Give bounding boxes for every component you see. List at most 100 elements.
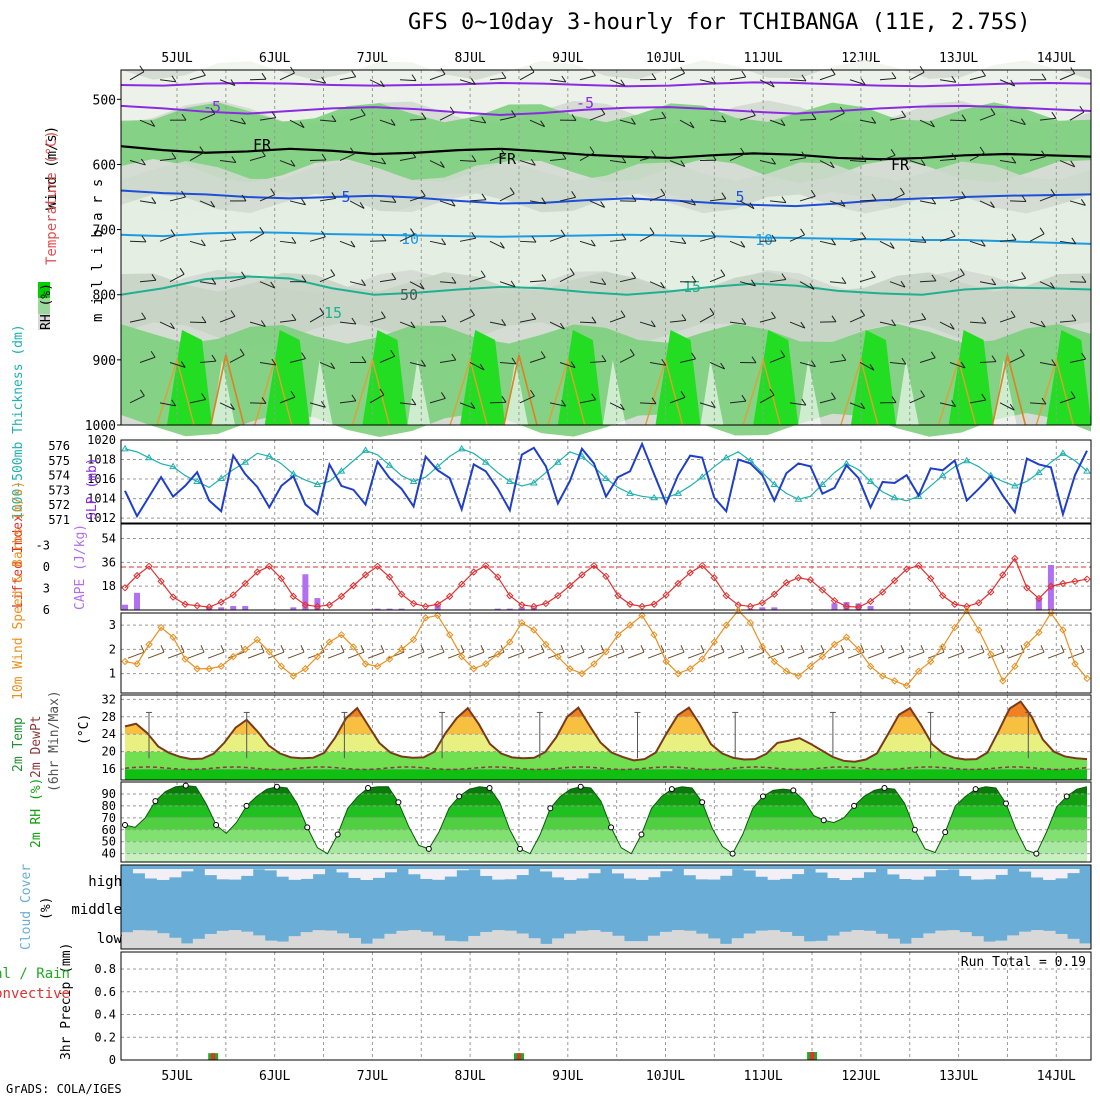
thickness-point bbox=[914, 492, 923, 499]
wind-barb-flag bbox=[649, 227, 655, 234]
wind-barb bbox=[519, 160, 536, 166]
li-point bbox=[866, 597, 875, 606]
wind-barb-flag bbox=[571, 114, 577, 121]
wind-barb bbox=[849, 79, 866, 86]
wind10m-barb bbox=[907, 651, 925, 659]
wind-barb bbox=[549, 402, 566, 407]
wind-speed-point bbox=[445, 631, 454, 639]
wind-barb-flag bbox=[331, 115, 337, 122]
wind-barb-flag bbox=[841, 277, 847, 284]
wind-barb bbox=[489, 154, 506, 162]
thickness-point bbox=[866, 477, 875, 484]
wind-barb-flag bbox=[411, 74, 417, 81]
wind-barb-flag bbox=[351, 70, 357, 77]
wind-barb bbox=[889, 361, 906, 365]
rh-legend-swatch bbox=[38, 282, 50, 298]
cloud-low-bar bbox=[719, 943, 733, 949]
rh-tick: 40 bbox=[102, 847, 116, 861]
panel-frame bbox=[120, 694, 1092, 781]
li-point bbox=[470, 568, 478, 576]
wind10m-barb-flag bbox=[840, 645, 845, 653]
wind-barb bbox=[349, 114, 366, 121]
wind-barb bbox=[259, 361, 276, 366]
rh-point bbox=[668, 786, 675, 793]
wind-barb bbox=[999, 316, 1016, 323]
cloud-high-bar bbox=[707, 869, 721, 880]
cloud-high-bar bbox=[564, 869, 577, 880]
li-point bbox=[169, 593, 177, 601]
wind-barb-flag bbox=[809, 283, 815, 290]
wind-barb bbox=[339, 153, 355, 161]
temp-tick: 32 bbox=[102, 692, 116, 706]
wind-barb-flag bbox=[511, 357, 517, 365]
wind-speed-point bbox=[121, 657, 129, 666]
wind10m-barb bbox=[967, 651, 985, 659]
wind-tick: 2 bbox=[109, 642, 116, 656]
cloud-high-bar bbox=[336, 869, 350, 873]
cloud-low-bar bbox=[300, 932, 314, 949]
li-point bbox=[494, 573, 502, 581]
wind-barb-flag bbox=[321, 153, 327, 161]
wind-barb-flag bbox=[619, 403, 625, 411]
wind-speed-point bbox=[289, 672, 298, 680]
wind-barb-flag bbox=[691, 198, 696, 206]
panel-background bbox=[121, 440, 1091, 523]
cape-bar bbox=[506, 608, 513, 610]
slp-tick: 1020 bbox=[87, 433, 116, 447]
cloud-low-bar bbox=[1079, 943, 1092, 949]
wind-barb-flag bbox=[290, 159, 296, 167]
cloud-low-bar bbox=[132, 930, 146, 949]
cloud-high-bar bbox=[420, 869, 433, 879]
wind-barb-flag bbox=[891, 72, 897, 79]
temp-tick: 28 bbox=[102, 710, 116, 724]
wind-barb bbox=[939, 321, 955, 330]
wind-barb bbox=[219, 238, 236, 242]
wind-barb-flag bbox=[751, 356, 757, 364]
wind-barb bbox=[999, 160, 1016, 164]
li-point bbox=[878, 588, 887, 596]
wind10m-barb bbox=[127, 651, 145, 659]
wind-barb-flag bbox=[410, 321, 416, 329]
wind-barb bbox=[559, 361, 576, 369]
wind-barb bbox=[139, 200, 156, 204]
rh-point bbox=[608, 824, 615, 831]
wind-barb-flag bbox=[721, 192, 727, 199]
wind-barb-flag bbox=[210, 107, 216, 115]
wind-barb-flag bbox=[291, 236, 297, 244]
cloud-low-bar bbox=[827, 935, 841, 949]
isotherm-line bbox=[120, 81, 1092, 88]
wind-barb-flag bbox=[981, 393, 987, 401]
cloud-high-bar bbox=[300, 869, 314, 879]
rh-point bbox=[273, 783, 280, 790]
wind-barb-flag bbox=[440, 392, 446, 399]
wind-speed-point bbox=[337, 631, 346, 639]
cloud-high-bar bbox=[983, 869, 996, 880]
rh-moist-patch bbox=[753, 330, 799, 425]
wind10m-barb-flag bbox=[860, 645, 865, 653]
pressure-tick: 900 bbox=[93, 354, 116, 369]
wind-speed-point bbox=[746, 618, 755, 627]
wind-barb-flag bbox=[230, 79, 236, 86]
wind-barb bbox=[409, 118, 426, 121]
panel-frame bbox=[120, 781, 1092, 863]
cloud-low-bar bbox=[396, 930, 409, 949]
li-point bbox=[914, 561, 923, 570]
rh-point bbox=[942, 829, 949, 836]
wind10m-barb-flag bbox=[880, 645, 885, 653]
li-point bbox=[554, 591, 562, 600]
wind-barb bbox=[399, 79, 417, 82]
wind-barb bbox=[1029, 321, 1046, 328]
wind-barb-flag bbox=[1071, 237, 1077, 245]
isotherm-line bbox=[120, 275, 1092, 296]
wind-barb bbox=[819, 398, 836, 404]
wind-barb bbox=[279, 396, 296, 404]
precip-tick: 0.6 bbox=[94, 985, 116, 999]
wind-barb-flag bbox=[299, 121, 305, 128]
wind-barb-flag bbox=[1009, 403, 1015, 411]
wind-barb bbox=[699, 79, 716, 84]
wind10m-barb bbox=[747, 651, 765, 659]
wind-barb-flag bbox=[321, 76, 327, 84]
wind-barb-flag bbox=[439, 161, 445, 168]
wind10m-barb-flag bbox=[900, 645, 905, 653]
wind10m-barb bbox=[507, 651, 525, 659]
